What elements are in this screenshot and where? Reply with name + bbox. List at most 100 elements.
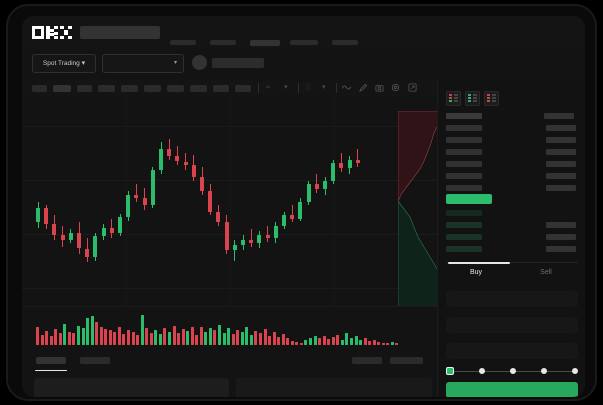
slider-step-25[interactable] [479,368,485,374]
volume-bar [231,333,235,345]
orderbook-ask-row[interactable] [446,125,482,131]
volume-bar [349,337,353,345]
volume-bar [318,338,322,345]
orderbook-bid-amount[interactable] [546,246,576,252]
volume-bar [136,335,140,345]
nav-item-1[interactable] [170,40,196,45]
volume-bar [67,331,71,345]
orderbook-bid-amount[interactable] [546,222,576,228]
slider-step-75[interactable] [541,368,547,374]
orderbook-ask-row[interactable] [446,149,482,155]
tab-buy[interactable]: Buy [469,269,483,276]
timeframe-3[interactable] [77,85,92,92]
orderbook-ask-amount[interactable] [546,137,576,143]
timeframe-1[interactable] [32,85,47,92]
orderbook-ask-amount[interactable] [546,149,576,155]
orderbook-ask-amount[interactable] [546,125,576,131]
volume-bar [286,338,290,345]
search-input[interactable] [80,26,160,39]
volume-bar [386,343,390,345]
indicators-icon[interactable]: ≈ [266,84,270,91]
timeframe-8[interactable] [190,85,207,92]
tab-order-history[interactable] [80,357,110,364]
orderbook-ask-amount[interactable] [546,161,576,167]
chevron-down-icon-type[interactable]: ▾ [322,84,326,91]
tab-assets[interactable] [352,357,382,364]
submit-buy-button[interactable] [446,382,578,397]
orderbook-view-default-icon[interactable] [446,91,461,106]
volume-bar [245,327,249,345]
orderbook-bid-amount[interactable] [546,234,576,240]
candlestick-chart[interactable] [22,98,437,306]
volume-bar [181,329,185,345]
bottom-panel-left[interactable] [34,378,229,397]
chevron-down-icon-ind[interactable]: ▾ [284,84,288,91]
orderbook-ask-row[interactable] [446,137,482,143]
volume-bar [99,326,103,345]
volume-bar [195,334,199,345]
volume-bar [363,338,367,345]
volume-bar [381,342,385,345]
orderbook-bid-row[interactable] [446,210,482,216]
orderbook-bid-row[interactable] [446,222,482,228]
orderbook-ask-amount[interactable] [546,185,576,191]
orderbook-view-asks-icon[interactable] [484,91,499,106]
orderbook-ask-amount[interactable] [546,173,576,179]
orderbook-ask-row[interactable] [446,173,482,179]
timeframe-5[interactable] [121,85,138,92]
timeframe-7[interactable] [167,85,184,92]
tab-sell[interactable]: Sell [540,269,552,276]
volume-bar [372,339,376,345]
toolbar-divider-1 [258,83,259,93]
volume-bar [331,337,335,345]
slider-step-50[interactable] [510,368,516,374]
top-header [22,16,585,48]
volume-bar [90,315,94,345]
order-total-field[interactable] [446,343,578,359]
timeframe-4[interactable] [98,85,115,92]
volume-bar [127,329,130,345]
orderbook-ask-row[interactable] [446,161,482,167]
volume-bar [40,334,44,345]
slider-step-100[interactable] [572,368,578,374]
volume-bar [290,340,294,345]
orderbook-ask-row[interactable] [446,185,482,191]
volume-bar [45,330,49,345]
okx-logo[interactable] [32,26,72,39]
camera-icon[interactable] [375,83,384,92]
orderbook-bid-row[interactable] [446,234,482,240]
orderbook-view-bids-icon[interactable] [465,91,480,106]
pair-select[interactable]: ▾ [102,54,184,73]
volume-bar [140,315,144,345]
fullscreen-icon[interactable] [408,83,417,92]
volume-bar [299,342,303,345]
orderbook-bid-row[interactable] [446,246,482,252]
volume-bar [281,333,285,345]
timeframe-6[interactable] [144,85,161,92]
nav-item-2[interactable] [210,40,236,45]
settings-gear-icon[interactable] [391,83,400,92]
timeframe-10[interactable] [235,85,251,92]
volume-bar [213,330,217,345]
orderbook-header-left [446,113,482,119]
bottom-panel-right[interactable] [236,378,432,397]
order-price-field[interactable] [446,291,578,307]
slider-handle[interactable] [446,367,454,375]
nav-item-3[interactable] [250,40,280,46]
volume-bar [76,326,80,345]
timeframe-2[interactable] [53,85,71,92]
nav-item-4[interactable] [290,40,318,45]
nav-item-5[interactable] [332,40,358,45]
trading-mode-dropdown[interactable]: Spot Trading ▾ [32,54,96,73]
chart-type-icon[interactable]: ░ [305,84,310,91]
wave-line-icon[interactable] [342,83,351,92]
timeframe-9[interactable] [213,85,229,92]
volume-bar [340,339,344,345]
sub-header: Spot Trading ▾ ▾ [22,48,585,80]
order-amount-field[interactable] [446,317,578,333]
tab-positions[interactable] [390,357,423,364]
gridline-v [334,98,335,306]
pencil-icon[interactable] [359,83,368,92]
tab-open-orders[interactable] [36,357,66,364]
orderbook-header-right [544,113,574,119]
